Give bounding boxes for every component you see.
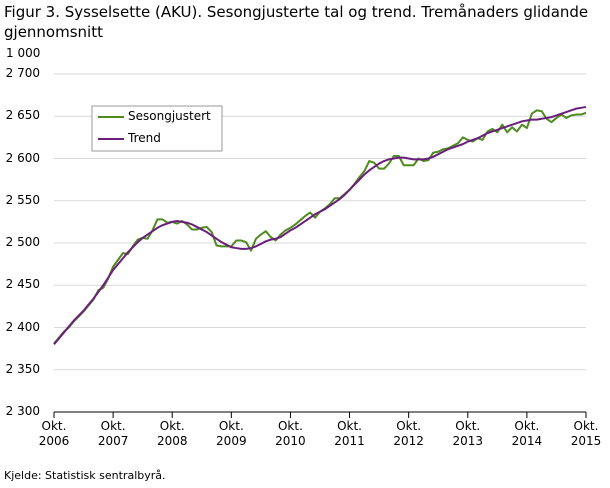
y-tick-label: 2 300 <box>5 404 40 418</box>
x-tick-label: Okt. 2013 <box>452 419 484 448</box>
legend-label: Sesongjustert <box>128 109 211 123</box>
x-tick-label: Okt. 2007 <box>97 419 129 448</box>
y-tick-label: 2 500 <box>5 235 40 249</box>
y-tick-label: 2 450 <box>5 277 40 292</box>
source: Kjelde: Statistisk sentralbyrå. <box>4 469 166 482</box>
x-tick-label: Okt. 2014 <box>511 419 543 448</box>
y-tick-label: 2 550 <box>5 192 40 207</box>
legend-label: Trend <box>128 131 161 145</box>
y-tick-label: 2 650 <box>5 108 40 123</box>
x-tick-label: Okt. 2010 <box>275 419 306 448</box>
y-tick-label: 2 350 <box>5 361 40 376</box>
x-tick-label: Okt. 2008 <box>156 419 188 448</box>
x-tick-label: Okt. 2011 <box>334 419 365 448</box>
x-tick-label: Okt. 2015 <box>570 419 602 448</box>
y-tick-label: 2 700 <box>5 66 40 80</box>
legend-box <box>91 105 223 152</box>
line <box>53 105 587 346</box>
chart-title: Figur 3. Sysselsette (AKU). Sesongjuster… <box>4 3 589 41</box>
x-tick-label: Okt. 2006 <box>38 419 70 448</box>
x-tick-label: Okt. 2012 <box>393 419 424 448</box>
y-tick-label: 2 400 <box>5 319 40 334</box>
y-unit: 1 000 <box>6 46 41 60</box>
x-tick-label: Okt. 2009 <box>216 419 247 448</box>
y-tick-label: 2 600 <box>5 150 40 165</box>
